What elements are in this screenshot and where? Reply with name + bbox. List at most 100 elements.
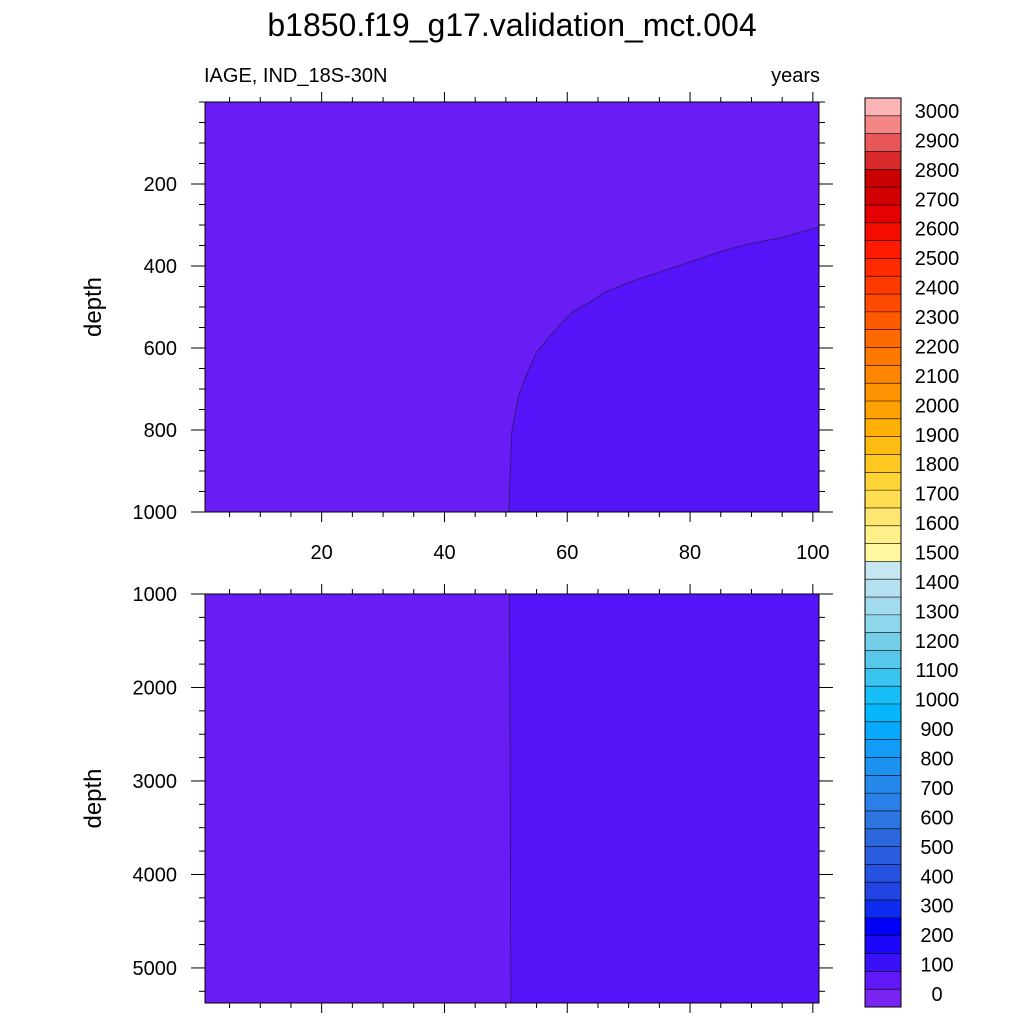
colorbar-box [865,971,901,990]
y-tick-label: 1000 [133,502,178,524]
colorbar-box [865,846,901,865]
colorbar-box [865,347,901,366]
colorbar-label: 2300 [915,307,960,329]
colorbar-box [865,222,901,241]
colorbar-box [865,810,901,830]
contour-region-50-100 [508,227,819,512]
colorbar-label: 400 [920,866,953,888]
colorbar-box [865,900,901,919]
colorbar-box [865,490,901,509]
colorbar-label: 2800 [915,160,960,182]
units-label: years [771,65,820,87]
colorbar-box [865,204,901,224]
colorbar-box [865,276,901,295]
contour-region-50-100 [509,594,819,1003]
x-tick-label: 80 [679,542,701,564]
colorbar-label: 2100 [915,366,960,388]
colorbar-label: 1600 [915,513,960,535]
colorbar-box [865,953,901,972]
colorbar-box [865,864,901,883]
y-axis-label: depth [80,277,107,337]
colorbar-box [865,543,901,562]
x-tick-label: 40 [433,542,455,564]
plot-frame [204,593,820,1004]
colorbar-box [865,365,901,384]
y-tick-label: 3000 [133,771,178,793]
colorbar-box [865,133,901,152]
colorbar-box [865,917,901,936]
colorbar-box [865,668,901,687]
y-tick-label: 400 [144,256,177,278]
colorbar-label: 1300 [915,601,960,623]
colorbar-label: 1900 [915,425,960,447]
colorbar-box [865,311,901,330]
colorbar-box [865,757,901,776]
colorbar-label: 2900 [915,130,960,152]
y-tick-label: 800 [144,420,177,442]
colorbar-label: 500 [920,837,953,859]
colorbar-label: 3000 [915,101,960,123]
upper-panel: 20 40 60 80 100 200 400 600 800 1000 depth [80,92,833,564]
variable-region-label: IAGE, IND_18S-30N [204,65,387,87]
colorbar-box [865,775,901,794]
contour-line-50 [509,593,512,1004]
colorbar-box [865,561,901,580]
colorbar-box [865,579,901,598]
colorbar-label: 1100 [915,660,958,682]
colorbar-box [865,98,901,117]
colorbar: 0 100 200 300 400 500 600 700 800 900 1000 1100 1200… [864,97,960,1008]
x-tick-label: 100 [796,542,829,564]
figure-title: b1850.f19_g17.validation_mct.004 [267,7,756,43]
colorbar-box [865,650,901,669]
colorbar-frame [864,97,902,1008]
colorbar-box [865,329,901,348]
colorbar-box [865,597,901,616]
y-tick-label: 600 [144,338,177,360]
colorbar-box [865,169,901,188]
colorbar-box [865,614,901,633]
colorbar-label: 2600 [915,219,960,241]
colorbar-label: 0 [931,984,942,1006]
colorbar-box [865,882,901,901]
colorbar-box [865,436,901,455]
colorbar-label: 300 [920,896,953,918]
colorbar-box [865,258,901,277]
colorbar-box [865,828,901,847]
colorbar-label: 1000 [915,690,960,712]
contour-line-50 [508,226,820,513]
colorbar-box [865,187,901,206]
colorbar-label: 2700 [915,189,960,211]
x-tick-label: 60 [556,542,578,564]
colorbar-box [865,686,901,705]
colorbar-label: 1700 [915,484,960,506]
colorbar-label: 1400 [915,572,960,594]
colorbar-label: 2000 [915,395,960,417]
colorbar-label: 1200 [915,631,960,653]
y-tick-label: 1000 [133,584,178,606]
colorbar-label: 100 [920,955,953,977]
colorbar-label: 2400 [915,278,960,300]
colorbar-box [865,401,901,420]
colorbar-label: 200 [920,925,953,947]
y-tick-label: 5000 [133,958,178,980]
colorbar-box [865,793,901,812]
lower-panel: 1000 2000 3000 4000 5000 depth [80,584,833,1013]
colorbar-box [865,525,901,544]
colorbar-label: 600 [920,807,953,829]
colorbar-label: 900 [920,719,953,741]
colorbar-label: 1800 [915,454,960,476]
y-tick-label: 200 [144,174,177,196]
colorbar-label: 800 [920,749,953,771]
colorbar-box [865,151,901,170]
colorbar-box [865,935,901,954]
colorbar-box [865,632,901,651]
colorbar-label: 2200 [915,336,960,358]
colorbar-box [865,507,901,527]
x-tick-label: 20 [311,542,333,564]
colorbar-box [865,294,901,313]
colorbar-box [865,418,901,437]
colorbar-box [865,989,901,1008]
colorbar-box [865,454,901,473]
colorbar-box [865,721,901,740]
